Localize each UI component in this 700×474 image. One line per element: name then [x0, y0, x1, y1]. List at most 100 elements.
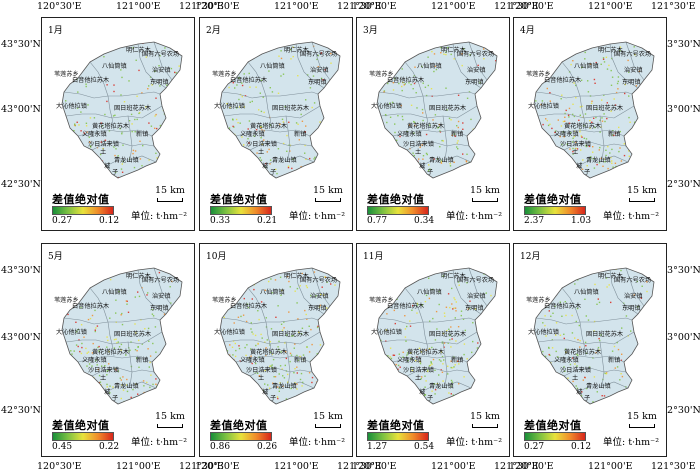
place-label: 东明镇 — [308, 78, 327, 86]
place-label: 城 — [104, 163, 110, 170]
place-label: 八仙筒镇 — [417, 62, 442, 70]
place-label: 国有六号农场 — [457, 50, 494, 58]
place-label: 白音他拉苏木 — [387, 302, 424, 310]
place-label: 黄花塔拉苏木 — [92, 122, 129, 130]
place-label: 固日班花苏木 — [114, 330, 151, 338]
lon-tick-top: 120°30'E — [509, 1, 554, 12]
place-label: 沙日浩来镇 — [403, 140, 434, 148]
place-label: 大沁他拉镇 — [56, 328, 87, 336]
month-label: 1月 — [48, 26, 63, 36]
lat-tick-left: 43°30'N — [1, 39, 41, 50]
place-label: 土 — [258, 148, 264, 156]
place-label: 东明镇 — [465, 78, 484, 86]
region-fill — [220, 42, 340, 178]
region-outline — [219, 41, 341, 179]
lat-tick-right: 43°00'N — [661, 104, 700, 115]
unit-label: 单位: t·hm⁻² — [289, 211, 346, 222]
place-label: 黄花塔拉苏木 — [92, 348, 129, 356]
place-label: 青龙山镇 — [586, 156, 611, 164]
place-label: 新镇 — [608, 356, 620, 364]
lon-tick-top: 121°00'E — [588, 1, 633, 12]
legend-max-value: 0.12 — [571, 442, 592, 452]
unit-label: 单位: t·hm⁻² — [289, 437, 346, 448]
place-label: 子 — [427, 395, 433, 402]
color-ramp — [367, 206, 429, 215]
lat-tick-left: 42°30'N — [1, 179, 41, 190]
place-label: 土 — [572, 148, 578, 156]
place-label: 义隆永镇 — [554, 356, 579, 364]
place-label: 土 — [100, 148, 106, 156]
color-ramp — [52, 206, 114, 215]
legend-max-value: 0.22 — [99, 442, 120, 452]
lon-tick-bottom: 120°30'E — [509, 461, 554, 472]
place-label: 青龙山镇 — [114, 382, 139, 390]
place-label: 国有六号农场 — [142, 50, 179, 58]
place-label: 黄花塔拉苏木 — [250, 122, 287, 130]
place-label: 城 — [419, 389, 425, 396]
place-label: 固日班花苏木 — [586, 330, 623, 338]
place-label: 土 — [415, 148, 421, 156]
place-label: 白音他拉苏木 — [230, 76, 267, 84]
place-label: 义隆永镇 — [554, 130, 579, 138]
place-label: 治安镇 — [467, 66, 486, 74]
lon-tick-top: 120°30'E — [352, 1, 397, 12]
color-ramp — [210, 432, 272, 441]
region-outline — [376, 267, 498, 405]
place-label: 东明镇 — [150, 304, 169, 312]
lat-tick-left: 42°30'N — [1, 405, 41, 416]
month-label: 3月 — [363, 26, 378, 36]
map-panel: 明仁苏木 国有六号农场 八仙筒镇 治安镇 苇莲苏乡 东明镇 白音他拉苏木 大沁他拉镇 固日班花苏… — [41, 17, 195, 231]
place-label: 义隆永镇 — [82, 356, 107, 364]
place-label: 国有六号农场 — [614, 50, 651, 58]
lon-tick-bottom: 121°00'E — [274, 461, 319, 472]
lon-tick-bottom: 121°30'E — [179, 461, 224, 472]
lat-tick-right: 43°30'N — [661, 265, 700, 276]
place-label: 明仁苏木 — [284, 272, 309, 280]
place-label: 东明镇 — [150, 78, 169, 86]
place-label: 土 — [258, 374, 264, 382]
map-panel: 明仁苏木 国有六号农场 八仙筒镇 治安镇 苇莲苏乡 东明镇 白音他拉苏木 大沁他拉镇 固日班花苏… — [199, 243, 353, 457]
legend-max-value: 0.21 — [257, 216, 278, 226]
place-label: 大沁他拉镇 — [56, 102, 87, 110]
scale-bar-label: 15 km — [470, 411, 500, 422]
legend-title: 差值绝对值 — [52, 419, 110, 432]
place-label: 苇莲苏乡 — [526, 70, 551, 78]
place-label: 苇莲苏乡 — [54, 70, 79, 78]
place-label: 黄花塔拉苏木 — [407, 122, 444, 130]
place-label: 国有六号农场 — [457, 276, 494, 284]
scale-bar-label: 15 km — [627, 411, 657, 422]
place-label: 子 — [270, 169, 276, 176]
lat-tick-right: 43°00'N — [661, 332, 700, 343]
place-label: 明仁苏木 — [598, 46, 623, 54]
lon-tick-top: 121°00'E — [274, 1, 319, 12]
legend-title: 差值绝对值 — [52, 193, 110, 206]
unit-label: 单位: t·hm⁻² — [446, 211, 503, 222]
place-label: 白音他拉苏木 — [72, 76, 109, 84]
scale-bar-label: 15 km — [470, 185, 500, 196]
place-label: 治安镇 — [467, 292, 486, 300]
scale-bar — [629, 424, 655, 428]
place-label: 大沁他拉镇 — [371, 102, 402, 110]
place-label: 八仙筒镇 — [102, 288, 127, 296]
place-label: 八仙筒镇 — [574, 62, 599, 70]
month-label: 4月 — [520, 26, 535, 36]
place-label: 国有六号农场 — [142, 276, 179, 284]
place-label: 东明镇 — [622, 304, 641, 312]
lat-tick-left: 43°00'N — [1, 332, 41, 343]
place-label: 明仁苏木 — [284, 46, 309, 54]
place-label: 子 — [112, 395, 118, 402]
lat-tick-left: 43°00'N — [1, 104, 41, 115]
lon-tick-bottom: 121°00'E — [588, 461, 633, 472]
place-label: 明仁苏木 — [598, 272, 623, 280]
place-label: 沙日浩来镇 — [246, 366, 277, 374]
place-label: 新镇 — [136, 130, 148, 138]
unit-label: 单位: t·hm⁻² — [131, 437, 188, 448]
legend-title: 差值绝对值 — [367, 193, 425, 206]
place-label: 义隆永镇 — [240, 356, 265, 364]
place-label: 沙日浩来镇 — [560, 366, 591, 374]
place-label: 固日班花苏木 — [114, 104, 151, 112]
place-label: 白音他拉苏木 — [544, 76, 581, 84]
